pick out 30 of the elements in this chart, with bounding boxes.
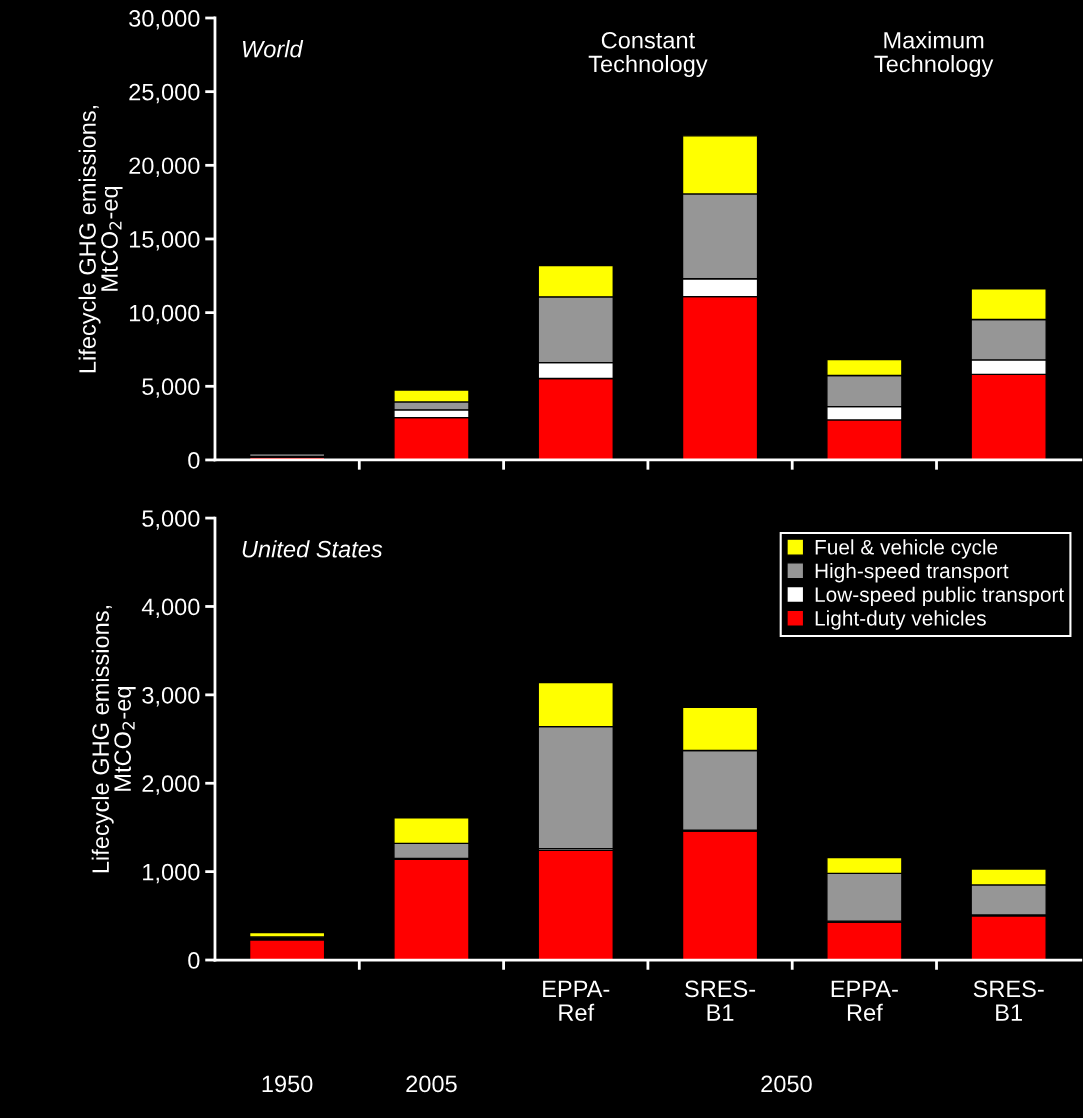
- x-tick-label: SRES- B1: [685, 980, 756, 1021]
- annotation: Constant Technology: [588, 31, 708, 77]
- x-tick-label: EPPA- Ref: [543, 980, 610, 1021]
- y-tick-label: 10,000: [129, 304, 200, 325]
- annotation: Maximum Technology: [874, 31, 994, 77]
- text: 1950: [262, 1075, 313, 1093]
- legend-label: Low-speed public transport: [815, 586, 1065, 607]
- y-tick-label: 15,000: [129, 231, 200, 251]
- y-axis-title: Lifecycle GHG emissions, MtCO$_{2}$-eq: [78, 105, 123, 373]
- x-tick-label: SRES- B1: [973, 980, 1044, 1021]
- y-tick-label: 5,000: [142, 378, 200, 398]
- y-tick-label: 20,000: [129, 157, 200, 177]
- y-tick-label: 5,000: [142, 510, 200, 530]
- x-tick-label: EPPA- Ref: [831, 980, 898, 1021]
- y-tick-label: 0: [188, 952, 200, 969]
- y-tick-label: 1,000: [143, 863, 200, 884]
- y-tick-label: 25,000: [129, 83, 200, 104]
- legend-label: High-speed transport: [815, 562, 1009, 583]
- y-tick-label: 0: [188, 452, 200, 469]
- text: 2005: [406, 1075, 457, 1093]
- y-tick-label: 2,000: [142, 775, 200, 795]
- text: 2050: [761, 1075, 812, 1093]
- text: World: [242, 40, 304, 58]
- y-tick-label: 30,000: [129, 10, 200, 30]
- legend-label: Fuel & vehicle cycle: [815, 539, 998, 559]
- y-tick-label: 3,000: [142, 686, 200, 707]
- legend-label: Light-duty vehicles: [815, 610, 986, 630]
- text: United States: [242, 540, 383, 558]
- y-tick-label: 4,000: [141, 598, 200, 619]
- y-axis-title: Lifecycle GHG emissions, MtCO$_{2}$-eq: [91, 606, 136, 873]
